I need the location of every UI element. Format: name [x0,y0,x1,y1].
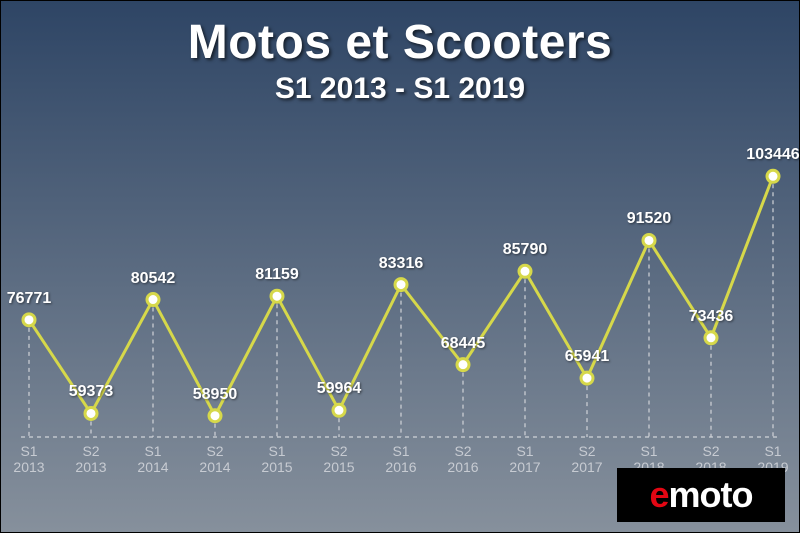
data-marker [767,170,779,182]
x-tick-label: S22016 [447,443,478,475]
x-tick-label: S12016 [385,443,416,475]
x-tick-label: S22014 [199,443,230,475]
data-marker [147,294,159,306]
logo-emoto: emoto [617,468,785,522]
logo-word-moto: moto [669,474,753,516]
value-label: 59964 [317,380,362,398]
data-marker [23,314,35,326]
value-label: 83316 [379,255,424,273]
chart-page: Motos et Scooters S1 2013 - S1 2019 7677… [0,0,800,533]
value-label: 103446 [746,146,799,164]
x-tick-label: S12013 [13,443,44,475]
data-marker [85,407,97,419]
data-marker [519,265,531,277]
x-tick-label: S12017 [509,443,540,475]
value-label: 80542 [131,270,176,288]
value-label: 68445 [441,335,486,353]
data-marker [705,332,717,344]
logo-letter-e: e [649,474,668,516]
data-marker [457,359,469,371]
value-label: 73436 [689,308,734,326]
data-marker [271,290,283,302]
value-label: 85790 [503,241,548,259]
data-marker [643,234,655,246]
data-marker [209,410,221,422]
x-tick-label: S22017 [571,443,602,475]
x-tick-label: S22013 [75,443,106,475]
data-marker [395,279,407,291]
data-marker [581,372,593,384]
x-tick-label: S12015 [261,443,292,475]
value-label: 58950 [193,386,238,404]
x-tick-label: S22015 [323,443,354,475]
x-tick-label: S12014 [137,443,168,475]
value-label: 81159 [255,266,299,284]
data-marker [333,404,345,416]
value-label: 76771 [7,290,52,308]
value-label: 91520 [627,210,672,228]
value-label: 65941 [565,348,610,366]
value-label: 59373 [69,383,114,401]
chart-wrap: 76771 59373 80542 58950 81159 59964 83316 68445… [1,1,799,532]
